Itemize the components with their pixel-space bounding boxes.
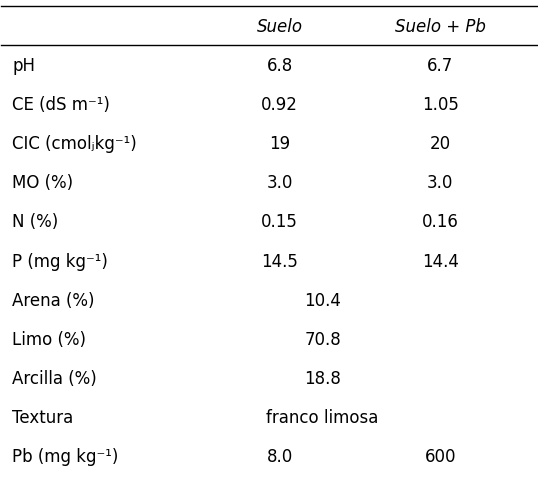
- Text: Textura: Textura: [12, 409, 73, 427]
- Text: 3.0: 3.0: [427, 174, 454, 192]
- Text: N (%): N (%): [12, 213, 58, 231]
- Text: franco limosa: franco limosa: [266, 409, 379, 427]
- Text: 6.8: 6.8: [267, 57, 293, 75]
- Text: 8.0: 8.0: [267, 448, 293, 466]
- Text: 600: 600: [424, 448, 456, 466]
- Text: 14.4: 14.4: [422, 253, 459, 271]
- Text: 0.15: 0.15: [261, 213, 298, 231]
- Text: 70.8: 70.8: [304, 331, 341, 349]
- Text: 19: 19: [269, 135, 291, 153]
- Text: 0.16: 0.16: [422, 213, 459, 231]
- Text: 14.5: 14.5: [261, 253, 298, 271]
- Text: P (mg kg⁻¹): P (mg kg⁻¹): [12, 253, 108, 271]
- Text: 6.7: 6.7: [427, 57, 454, 75]
- Text: 10.4: 10.4: [304, 292, 341, 310]
- Text: MO (%): MO (%): [12, 174, 73, 192]
- Text: 3.0: 3.0: [266, 174, 293, 192]
- Text: 18.8: 18.8: [304, 370, 341, 388]
- Text: 0.92: 0.92: [261, 96, 298, 114]
- Text: Pb (mg kg⁻¹): Pb (mg kg⁻¹): [12, 448, 118, 466]
- Text: CE (dS m⁻¹): CE (dS m⁻¹): [12, 96, 110, 114]
- Text: Suelo + Pb: Suelo + Pb: [395, 18, 486, 36]
- Text: pH: pH: [12, 57, 35, 75]
- Text: Suelo: Suelo: [257, 18, 303, 36]
- Text: Arcilla (%): Arcilla (%): [12, 370, 97, 388]
- Text: 20: 20: [430, 135, 451, 153]
- Text: Arena (%): Arena (%): [12, 292, 95, 310]
- Text: Limo (%): Limo (%): [12, 331, 86, 349]
- Text: 1.05: 1.05: [422, 96, 459, 114]
- Text: CIC (cmolⱼkg⁻¹): CIC (cmolⱼkg⁻¹): [12, 135, 137, 153]
